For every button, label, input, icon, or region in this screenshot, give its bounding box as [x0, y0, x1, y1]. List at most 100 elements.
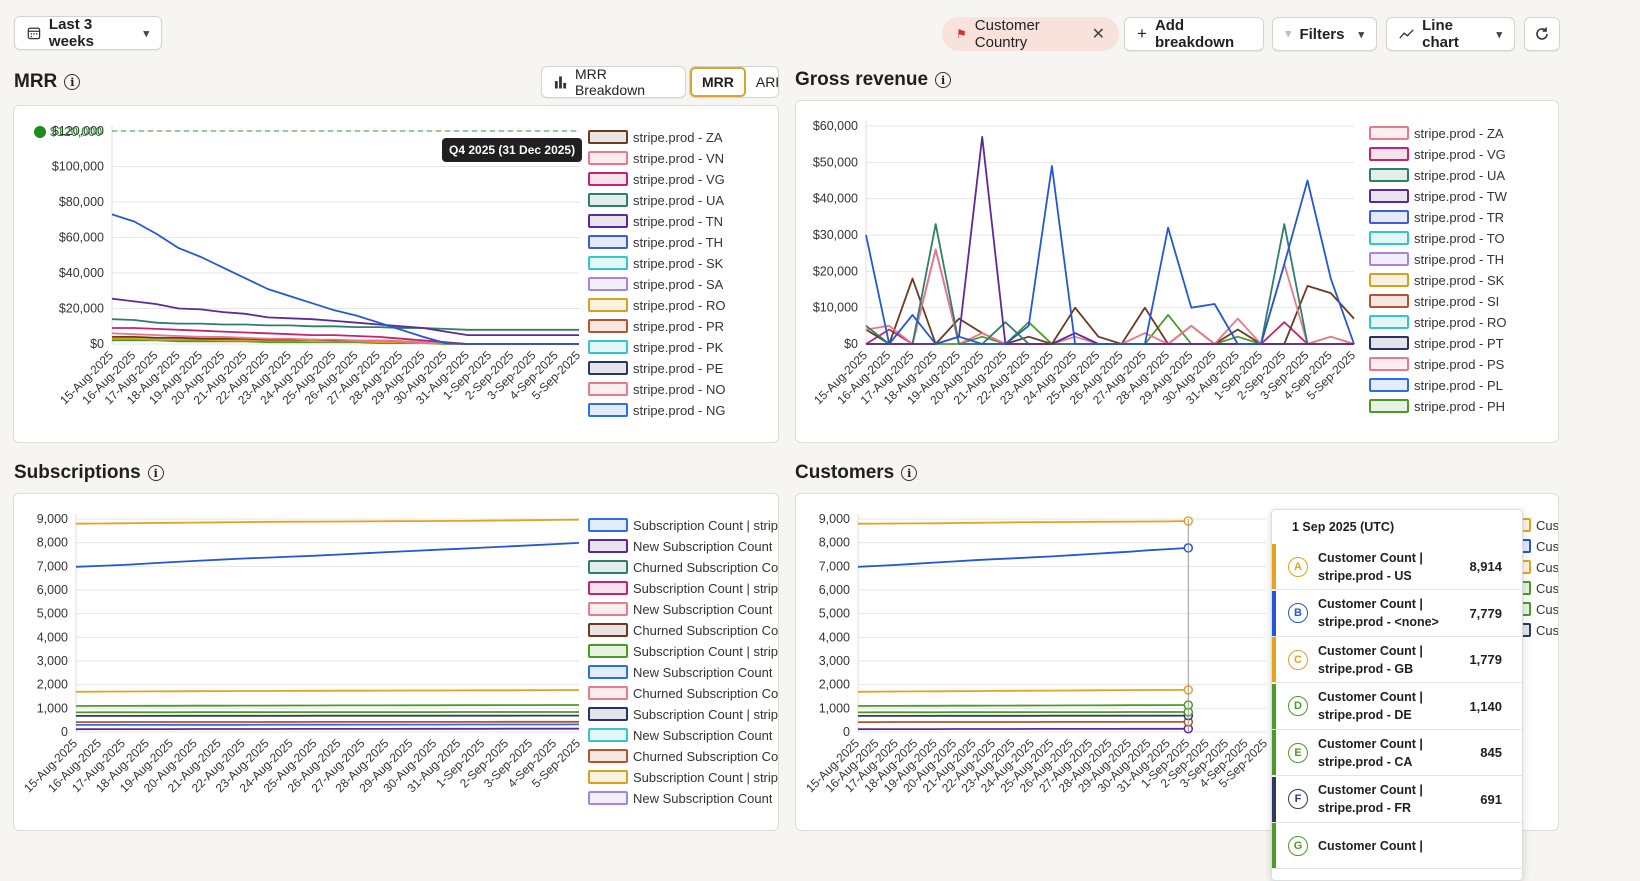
- legend-item[interactable]: Subscription Count | strip: [588, 642, 778, 660]
- subscriptions-title: Subscriptions i: [14, 462, 164, 484]
- date-range-button[interactable]: Last 3 weeks ▾: [14, 16, 162, 50]
- chart-type-button[interactable]: Line chart ▾: [1386, 17, 1515, 51]
- legend-item[interactable]: Subscription Count | strip: [588, 705, 778, 723]
- legend-item[interactable]: stripe.prod - NG: [588, 401, 725, 419]
- legend-item[interactable]: stripe.prod - UA: [588, 191, 724, 209]
- filters-button[interactable]: Filters ▾: [1272, 17, 1377, 51]
- legend-item[interactable]: stripe.prod - UA: [1369, 166, 1505, 184]
- breakdown-pill[interactable]: ⚑ Customer Country ✕: [942, 17, 1119, 51]
- legend-swatch: [1369, 252, 1409, 266]
- legend-item[interactable]: stripe.prod - SK: [588, 254, 723, 272]
- mrr-breakdown-label: MRR Breakdown: [574, 66, 646, 98]
- legend-item[interactable]: Churned Subscription Co: [588, 621, 778, 639]
- legend-swatch: [588, 623, 628, 637]
- legend-label: Churned Subscription Co: [633, 748, 779, 764]
- legend-label: Subscription Count | strip: [633, 517, 778, 533]
- legend-item[interactable]: stripe.prod - RO: [1369, 313, 1506, 331]
- legend-item[interactable]: stripe.prod - TH: [588, 233, 723, 251]
- customers-chart: 0 1,000 2,000 3,000 4,000 5,000 6,000 7,000 8,00…: [803, 512, 1270, 795]
- hover-row-value: 845: [1480, 745, 1502, 760]
- legend-item[interactable]: stripe.prod - TH: [1369, 250, 1504, 268]
- mrr-legend: stripe.prod - ZA stripe.prod - VN stripe.p…: [588, 128, 778, 438]
- legend-swatch: [1369, 315, 1409, 329]
- legend-item[interactable]: stripe.prod - PH: [1369, 397, 1505, 415]
- info-icon[interactable]: i: [147, 465, 164, 481]
- legend-swatch: [588, 256, 628, 270]
- hover-row-badge: C: [1288, 649, 1308, 670]
- info-icon[interactable]: i: [901, 465, 918, 481]
- legend-item[interactable]: stripe.prod - ZA: [588, 128, 723, 146]
- y-tick-label: 6,000: [37, 583, 68, 597]
- legend-swatch: [588, 728, 628, 742]
- legend-item[interactable]: stripe.prod - PS: [1369, 355, 1504, 373]
- legend-item[interactable]: stripe.prod - VG: [1369, 145, 1506, 163]
- legend-item[interactable]: Churned Subscription Co: [588, 684, 778, 702]
- legend-item[interactable]: New Subscription Count: [588, 726, 772, 744]
- hover-row-name-line2: stripe.prod - GB: [1318, 661, 1414, 676]
- hover-row-name-line2: stripe.prod - DE: [1318, 708, 1412, 722]
- legend-swatch: [1369, 210, 1409, 224]
- legend-item[interactable]: Subscription Count | strip: [588, 768, 778, 786]
- toggle-mrr[interactable]: MRR: [690, 67, 746, 97]
- legend-item[interactable]: stripe.prod - PE: [588, 359, 723, 377]
- legend-swatch: [588, 749, 628, 763]
- legend-label: Customer Count | stripe.prod - US: [1536, 517, 1559, 533]
- legend-item[interactable]: stripe.prod - RO: [588, 296, 725, 314]
- legend-swatch: [588, 560, 628, 574]
- legend-item[interactable]: stripe.prod - PT: [1369, 334, 1504, 352]
- hover-row-name-line2: stripe.prod - US: [1318, 568, 1412, 583]
- legend-label: Customer Count | stripe.prod - DE: [1536, 580, 1559, 596]
- legend-item[interactable]: stripe.prod - SK: [1369, 271, 1504, 289]
- series-line: [111, 213, 579, 345]
- series-line: [75, 518, 580, 525]
- y-tick-label: 0: [843, 725, 850, 739]
- hover-row-value: 8,914: [1469, 559, 1502, 574]
- legend-item[interactable]: Churned Subscription Co: [588, 558, 778, 576]
- legend-label: stripe.prod - SK: [1414, 272, 1505, 288]
- series-line: [857, 547, 1189, 568]
- hover-row-name: Customer Count | stripe.prod - GB: [1318, 642, 1458, 678]
- legend-item[interactable]: Subscription Count | strip: [588, 579, 778, 597]
- info-icon[interactable]: i: [64, 74, 81, 90]
- subscriptions-chart: 0 1,000 2,000 3,000 4,000 5,000 6,000 7,000 8,00…: [21, 512, 583, 795]
- hover-row-name-line1: Customer Count |: [1318, 690, 1423, 704]
- close-icon[interactable]: ✕: [1091, 26, 1105, 43]
- legend-label: Subscription Count | strip: [633, 580, 778, 596]
- series-line: [75, 689, 580, 693]
- hover-row-color-bar: [1272, 776, 1276, 822]
- legend-item[interactable]: stripe.prod - TN: [588, 212, 723, 230]
- legend-item[interactable]: stripe.prod - SI: [1369, 292, 1499, 310]
- legend-item[interactable]: New Subscription Count: [588, 789, 772, 807]
- flag-icon: ⚑: [956, 27, 967, 41]
- legend-item[interactable]: New Subscription Count: [588, 663, 772, 681]
- legend-item[interactable]: stripe.prod - TW: [1369, 187, 1507, 205]
- add-breakdown-label: Add breakdown: [1154, 17, 1235, 51]
- legend-item[interactable]: stripe.prod - ZA: [1369, 124, 1504, 142]
- legend-item[interactable]: stripe.prod - SA: [588, 275, 723, 293]
- legend-label: Churned Subscription Co: [633, 685, 779, 701]
- legend-item[interactable]: stripe.prod - TR: [1369, 208, 1504, 226]
- legend-item[interactable]: stripe.prod - TO: [1369, 229, 1505, 247]
- add-breakdown-button[interactable]: + Add breakdown: [1124, 17, 1264, 51]
- toggle-arr[interactable]: ARR: [755, 74, 778, 90]
- legend-item[interactable]: New Subscription Count: [588, 600, 772, 618]
- info-icon[interactable]: i: [935, 72, 952, 88]
- legend-item[interactable]: stripe.prod - VN: [588, 149, 724, 167]
- legend-item[interactable]: stripe.prod - VG: [588, 170, 725, 188]
- legend-item[interactable]: New Subscription Count: [588, 537, 772, 555]
- legend-item[interactable]: Subscription Count | strip: [588, 516, 778, 534]
- legend-item[interactable]: stripe.prod - NO: [588, 380, 725, 398]
- legend-item[interactable]: stripe.prod - PR: [588, 317, 724, 335]
- legend-label: New Subscription Count: [633, 790, 773, 806]
- mrr-breakdown-button[interactable]: MRR Breakdown: [541, 66, 686, 98]
- legend-item[interactable]: stripe.prod - PK: [588, 338, 723, 356]
- hover-row-badge: A: [1288, 556, 1308, 577]
- refresh-button[interactable]: [1524, 17, 1560, 51]
- subscriptions-chart-card: 0 1,000 2,000 3,000 4,000 5,000 6,000 7,000 8,00…: [13, 493, 779, 831]
- legend-item[interactable]: Churned Subscription Co: [588, 747, 778, 765]
- series-line: [865, 277, 1355, 345]
- hover-row-color-bar: [1272, 823, 1276, 868]
- legend-item[interactable]: stripe.prod - PL: [1369, 376, 1503, 394]
- legend-label: Customer Count | stripe.prod - CA: [1536, 601, 1559, 617]
- bar-chart-icon: [554, 76, 567, 89]
